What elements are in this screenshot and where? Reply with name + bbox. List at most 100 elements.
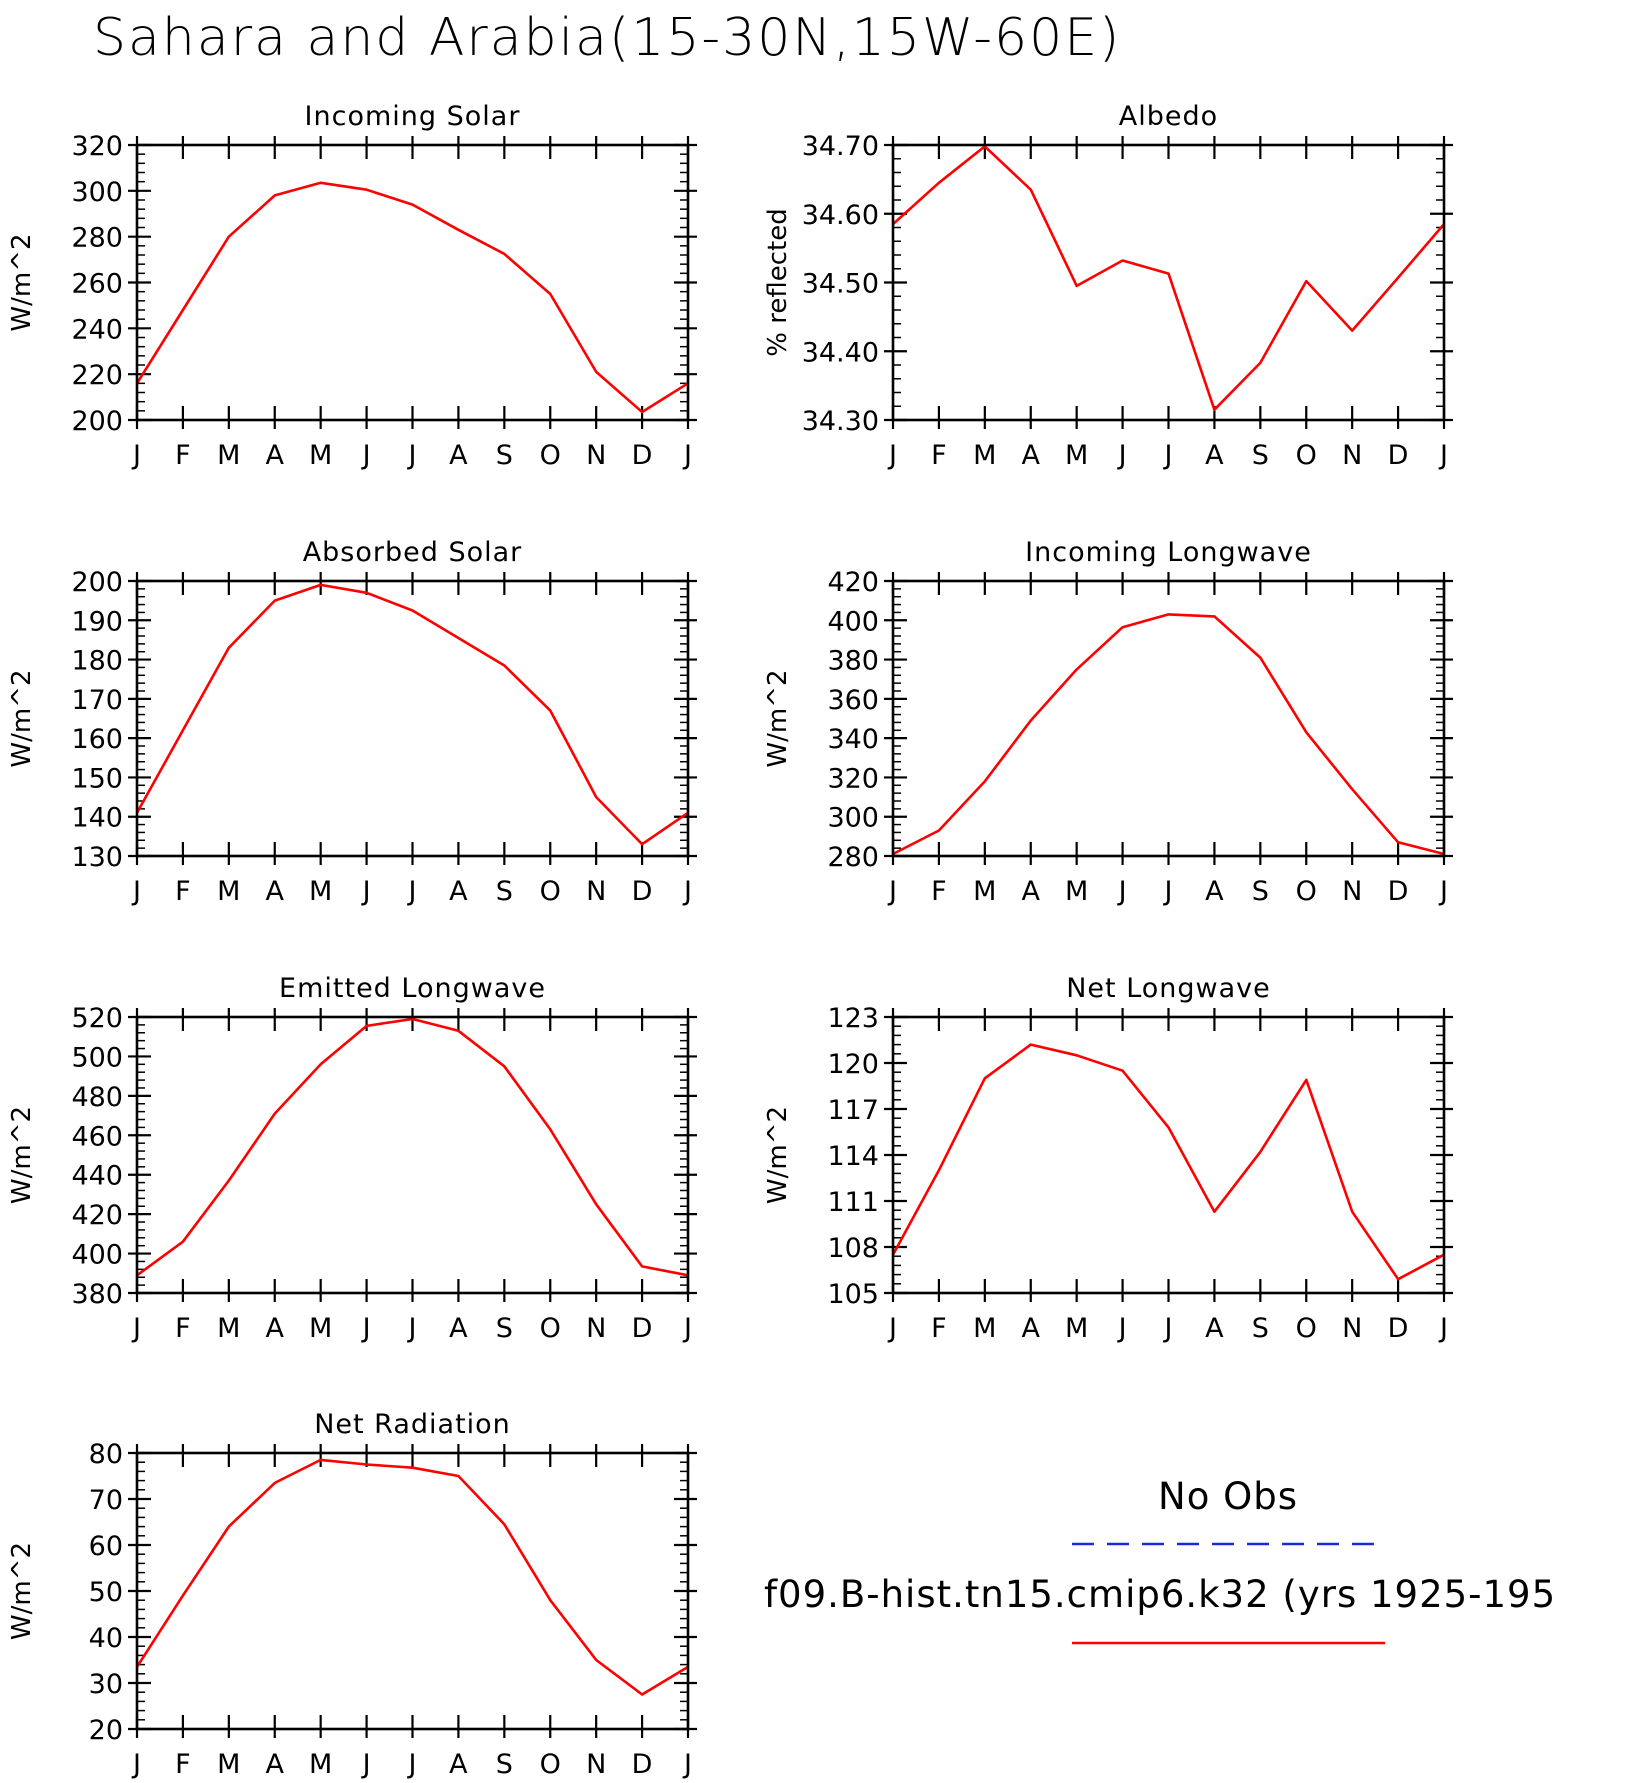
x-tick-label: S (1252, 876, 1269, 907)
x-tick-label: O (540, 1749, 561, 1780)
y-tick-label: 117 (827, 1095, 879, 1126)
x-tick-label: J (361, 1749, 371, 1780)
x-tick-label: J (887, 440, 897, 471)
y-tick-label: 150 (71, 763, 123, 794)
y-tick-label: 20 (89, 1715, 123, 1746)
x-tick-label: J (682, 876, 692, 907)
y-tick-label: 105 (827, 1279, 879, 1310)
x-tick-label: N (586, 440, 606, 471)
series-line (892, 145, 1445, 412)
series-line (136, 1017, 689, 1277)
y-tick-label: 500 (71, 1042, 123, 1073)
x-tick-label: J (407, 1313, 417, 1344)
y-tick-label: 400 (827, 606, 879, 637)
y-tick-label: 460 (71, 1121, 123, 1152)
y-tick-label: 380 (71, 1279, 123, 1310)
x-tick-label: M (309, 1749, 332, 1780)
figure-title: Sahara and Arabia(15-30N,15W-60E) (93, 8, 1121, 68)
x-tick-label: J (131, 1313, 141, 1344)
series-line (892, 613, 1445, 856)
y-tick-label: 200 (71, 406, 123, 437)
x-tick-label: A (449, 440, 468, 471)
plot-frame (891, 1015, 1446, 1295)
y-tick-label: 34.50 (802, 269, 879, 300)
y-axis-label: W/m^2 (7, 1106, 37, 1204)
x-tick-label: S (496, 1749, 513, 1780)
x-tick-label: J (682, 440, 692, 471)
series-line (891, 1043, 1445, 1281)
x-tick-label: M (309, 1313, 332, 1344)
x-tick-label: J (131, 1749, 141, 1780)
x-tick-label: A (266, 1749, 285, 1780)
y-tick-label: 40 (89, 1623, 123, 1654)
x-tick-label: M (217, 440, 240, 471)
legend-obs-label: No Obs (1158, 1475, 1298, 1518)
y-tick-label: 400 (71, 1240, 123, 1271)
y-tick-label: 108 (827, 1233, 879, 1264)
x-tick-label: S (496, 440, 513, 471)
legend-model-label: f09.B-hist.tn15.cmip6.k32 (yrs 1925-195 (764, 1573, 1556, 1616)
x-tick-label: J (1117, 876, 1127, 907)
x-tick-label: J (1163, 876, 1173, 907)
x-tick-label: D (632, 876, 653, 907)
x-tick-label: J (682, 1749, 692, 1780)
x-tick-label: S (496, 1313, 513, 1344)
y-tick-label: 140 (71, 803, 123, 834)
x-tick-label: O (1296, 1313, 1317, 1344)
panel-title: Absorbed Solar (303, 537, 523, 568)
plot-frame (135, 143, 690, 422)
x-tick-label: A (449, 1749, 468, 1780)
x-tick-label: J (1438, 440, 1448, 471)
x-tick-label: D (1388, 1313, 1409, 1344)
x-tick-label: J (1163, 440, 1173, 471)
x-tick-label: M (309, 440, 332, 471)
y-tick-label: 34.40 (802, 337, 879, 368)
y-tick-label: 50 (89, 1577, 123, 1608)
x-tick-label: J (407, 1749, 417, 1780)
plot-frame (891, 143, 1446, 422)
panel-title: Incoming Solar (305, 101, 521, 132)
y-tick-label: 180 (71, 646, 123, 677)
y-tick-label: 300 (827, 803, 879, 834)
y-tick-label: 60 (89, 1531, 123, 1562)
plot-frame (135, 1451, 690, 1731)
x-tick-label: J (1438, 1313, 1448, 1344)
y-tick-label: 380 (827, 646, 879, 677)
x-tick-label: O (540, 1313, 561, 1344)
x-tick-label: A (449, 876, 468, 907)
x-tick-label: S (1252, 1313, 1269, 1344)
x-tick-label: F (175, 1749, 191, 1780)
x-tick-label: J (361, 876, 371, 907)
y-tick-label: 114 (827, 1141, 879, 1172)
y-tick-label: 170 (71, 685, 123, 716)
y-tick-label: 34.30 (802, 406, 879, 437)
y-tick-label: 34.70 (802, 131, 879, 162)
y-tick-label: 320 (827, 763, 879, 794)
y-tick-label: 260 (71, 269, 123, 300)
x-tick-label: O (540, 876, 561, 907)
y-tick-label: 80 (89, 1439, 123, 1470)
y-tick-label: 440 (71, 1161, 123, 1192)
x-tick-label: J (1117, 440, 1127, 471)
x-tick-label: A (1205, 440, 1224, 471)
plot-frame (135, 579, 690, 858)
x-tick-label: M (1065, 440, 1088, 471)
x-tick-label: N (586, 876, 606, 907)
y-tick-label: 123 (827, 1003, 879, 1034)
x-tick-label: N (1342, 440, 1362, 471)
x-tick-label: D (632, 1313, 653, 1344)
y-tick-label: 360 (827, 685, 879, 716)
x-tick-label: N (586, 1313, 606, 1344)
x-tick-label: O (1296, 876, 1317, 907)
panel-title: Net Radiation (314, 1409, 511, 1440)
x-tick-label: A (266, 440, 285, 471)
x-tick-label: F (931, 876, 947, 907)
y-axis-label: % reflected (763, 208, 793, 356)
y-tick-label: 130 (71, 842, 123, 873)
x-tick-label: N (1342, 1313, 1362, 1344)
x-tick-label: M (973, 440, 996, 471)
x-tick-label: D (632, 1749, 653, 1780)
y-axis-label: W/m^2 (7, 669, 37, 767)
